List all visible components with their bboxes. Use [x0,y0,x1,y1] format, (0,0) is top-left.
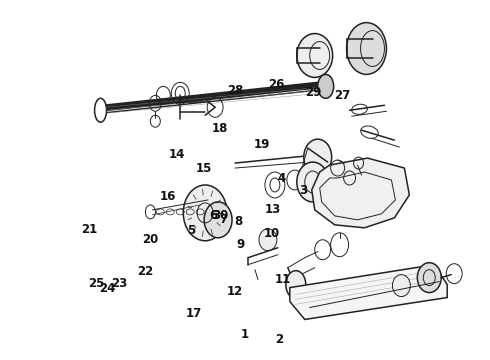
Text: 2: 2 [275,333,283,346]
Text: 19: 19 [254,138,270,150]
Ellipse shape [417,263,441,293]
Text: 21: 21 [81,223,97,236]
Text: 18: 18 [211,122,228,135]
Polygon shape [312,158,409,228]
Text: 30: 30 [213,209,229,222]
Text: 13: 13 [265,203,281,216]
Text: 1: 1 [241,328,249,341]
Text: 15: 15 [196,162,212,175]
Ellipse shape [318,75,334,98]
Ellipse shape [346,23,387,75]
Ellipse shape [259,229,277,251]
Ellipse shape [204,202,232,238]
Text: 16: 16 [160,190,176,203]
Text: 9: 9 [236,238,244,251]
Text: 11: 11 [275,273,291,286]
Ellipse shape [297,33,333,77]
Ellipse shape [286,271,306,298]
Text: 20: 20 [142,233,158,246]
Ellipse shape [392,275,410,297]
Text: 12: 12 [227,285,244,298]
Text: 26: 26 [269,78,285,91]
Text: 7: 7 [219,213,227,226]
Text: 27: 27 [335,89,351,102]
Text: 10: 10 [264,226,280,239]
Text: 4: 4 [277,172,286,185]
Text: 29: 29 [305,86,321,99]
Ellipse shape [297,162,329,202]
Ellipse shape [95,98,106,122]
Text: 23: 23 [111,278,127,291]
Ellipse shape [304,139,332,175]
Text: 8: 8 [235,215,243,228]
Text: 17: 17 [186,307,202,320]
Polygon shape [290,265,447,319]
Text: 3: 3 [299,184,308,197]
Text: 22: 22 [137,265,153,278]
Text: 6: 6 [209,210,218,222]
Text: 5: 5 [187,224,196,237]
Text: 24: 24 [99,282,116,295]
Ellipse shape [183,185,227,241]
Text: 14: 14 [169,148,185,161]
Text: 25: 25 [88,278,105,291]
Text: 28: 28 [227,84,244,97]
